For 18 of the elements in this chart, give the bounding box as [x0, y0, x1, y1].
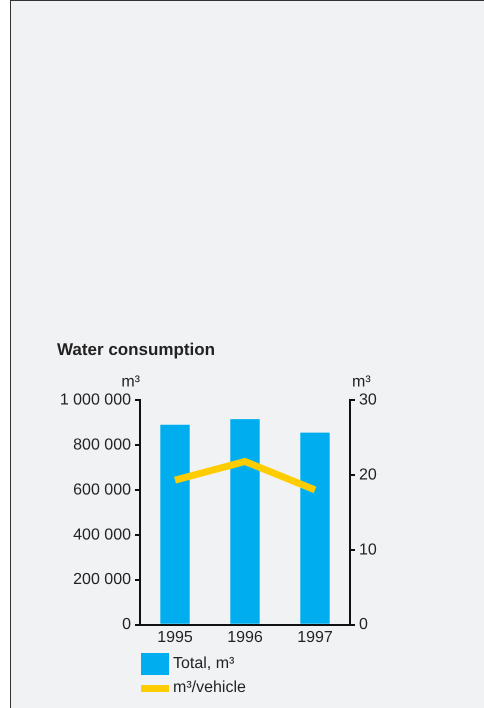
y-axis-title: m³ [121, 373, 141, 390]
legend-label: Total, m³ [173, 655, 234, 673]
y2-tick-label: 10 [359, 541, 377, 558]
y-tick-label: 400 000 [73, 526, 132, 544]
y-tick-label: 0 [122, 616, 132, 634]
x-tick-label: 1995 [157, 628, 193, 646]
y2-tick-label: 0 [359, 616, 368, 634]
y-tick-label: 200 000 [73, 571, 132, 588]
y-tick-label: 800 000 [73, 436, 132, 454]
x-tick-label: 1996 [227, 628, 263, 646]
y2-tick-label: 30 [359, 391, 377, 408]
y2-axis-title: m³ [352, 373, 372, 390]
x-tick-label: 1997 [297, 628, 333, 646]
legend-label: m³/vehicle [173, 679, 246, 697]
y-tick-label: 1 000 000 [60, 391, 132, 408]
y2-tick-label: 20 [359, 466, 377, 484]
y-tick-label: 600 000 [73, 481, 132, 498]
chart-title: Water consumption [57, 340, 216, 360]
